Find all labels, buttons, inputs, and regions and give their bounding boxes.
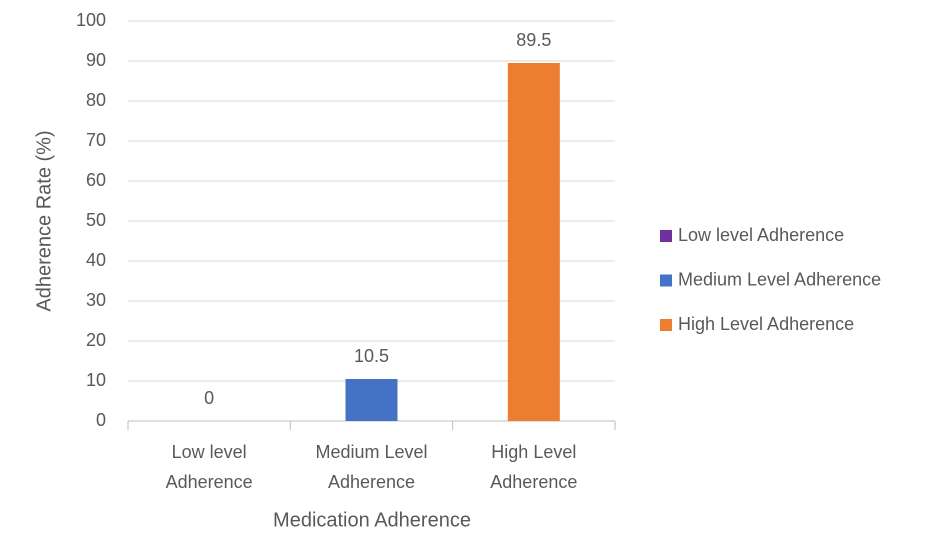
y-tick-label: 0 — [96, 410, 106, 430]
y-axis-title: Adherence Rate (%) — [33, 130, 55, 311]
legend-label: Medium Level Adherence — [678, 269, 881, 289]
legend-swatch — [660, 274, 672, 287]
y-tick-label: 20 — [86, 330, 106, 350]
y-tick-label: 10 — [86, 370, 106, 390]
legend-swatch — [660, 319, 672, 331]
legend-swatch — [660, 230, 672, 242]
bar — [507, 63, 560, 421]
legend-label: High Level Adherence — [678, 314, 854, 334]
x-tick-label: Low level Adherence — [165, 442, 253, 492]
y-tick-label: 60 — [86, 170, 106, 190]
x-tick-label: High Level Adherence — [490, 442, 578, 492]
y-tick-label: 50 — [86, 210, 106, 230]
legend-label: Low level Adherence — [678, 225, 844, 245]
y-tick-label: 70 — [86, 130, 106, 150]
x-axis-title: Medication Adherence — [273, 509, 471, 531]
y-tick-label: 100 — [76, 10, 106, 30]
data-label: 89.5 — [516, 30, 551, 50]
data-label: 10.5 — [354, 346, 389, 366]
data-label: 0 — [204, 388, 214, 408]
y-tick-label: 30 — [86, 290, 106, 310]
y-tick-label: 80 — [86, 90, 106, 110]
y-tick-label: 40 — [86, 250, 106, 270]
y-tick-label: 90 — [86, 50, 106, 70]
bar — [345, 379, 398, 421]
x-tick-label: Medium Level Adherence — [315, 442, 428, 492]
